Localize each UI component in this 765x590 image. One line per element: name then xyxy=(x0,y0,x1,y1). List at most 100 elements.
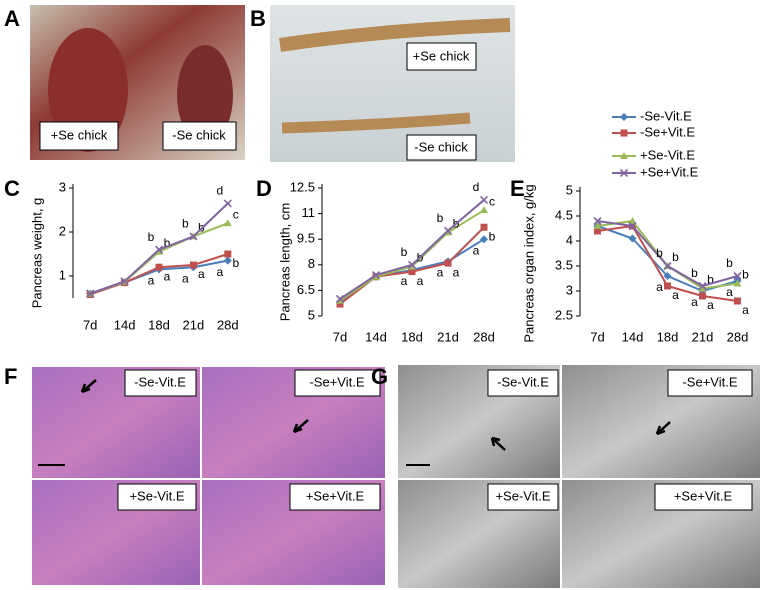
image-label: +Se-Vit.E xyxy=(495,488,550,503)
marker xyxy=(663,261,672,271)
significance-letter: b xyxy=(437,211,444,225)
label-box xyxy=(289,483,381,511)
significance-letter: b xyxy=(742,268,749,282)
y-tick-label: 3 xyxy=(59,179,66,194)
legend-label: -Se+Vit.E xyxy=(640,124,695,139)
marker xyxy=(620,113,628,121)
label-box xyxy=(117,483,197,511)
x-tick-label: 28d xyxy=(217,317,239,332)
y-tick-label: 3 xyxy=(566,282,573,297)
significance-letter: b xyxy=(489,229,496,243)
photo-label: +Se chick xyxy=(413,48,470,63)
y-tick-label: 3.5 xyxy=(555,257,573,272)
label-box xyxy=(654,483,753,511)
y-tick-label: 5 xyxy=(566,182,573,197)
marker xyxy=(664,282,671,290)
significance-letter: a xyxy=(473,243,480,257)
label-box xyxy=(406,134,477,161)
significance-letter: b xyxy=(707,273,714,287)
x-tick-label: 7d xyxy=(83,317,97,332)
y-tick-label: 8 xyxy=(308,256,315,271)
arrow xyxy=(655,421,671,436)
series-line xyxy=(339,209,485,302)
x-tick-label: 21d xyxy=(437,329,459,344)
panel-letter: E xyxy=(510,176,525,201)
marker xyxy=(593,222,602,229)
significance-letter: a xyxy=(726,285,733,299)
marker xyxy=(155,263,163,271)
legend-label: -Se-Vit.E xyxy=(640,108,692,123)
panel-letter: G xyxy=(371,364,388,389)
y-tick-label: 12.5 xyxy=(290,179,315,194)
marker xyxy=(120,277,129,286)
label-box xyxy=(294,369,381,397)
image-label: +Se+Vit.E xyxy=(674,488,733,503)
marker xyxy=(224,250,232,258)
series-line xyxy=(89,222,229,295)
marker xyxy=(223,256,232,265)
y-axis-title: Pancreas length, cm xyxy=(277,203,292,322)
marker xyxy=(620,129,628,137)
image-label: -Se-Vit.E xyxy=(134,374,186,389)
x-tick-label: 14d xyxy=(114,317,136,332)
marker xyxy=(86,289,95,298)
image-label: -Se+Vit.E xyxy=(682,374,737,389)
marker xyxy=(189,232,198,241)
marker xyxy=(699,292,706,300)
x-tick-label: 18d xyxy=(657,329,679,344)
x-tick-label: 18d xyxy=(148,317,170,332)
marker xyxy=(628,234,637,243)
significance-letter: a xyxy=(198,267,205,281)
photo-label: -Se chick xyxy=(172,127,226,142)
significance-letter: b xyxy=(726,256,733,270)
x-tick-label: 28d xyxy=(727,329,749,344)
y-tick-label: 11 xyxy=(302,205,316,220)
marker xyxy=(154,245,164,254)
marker xyxy=(335,294,345,303)
significance-letter: a xyxy=(401,274,408,288)
organ xyxy=(281,112,471,134)
label-box xyxy=(406,42,477,71)
image-label: +Se+Vit.E xyxy=(306,488,365,503)
marker xyxy=(698,281,707,291)
y-tick-label: 2.5 xyxy=(555,307,573,322)
significance-letter: a xyxy=(417,274,424,288)
marker xyxy=(663,272,672,280)
label-box xyxy=(39,121,119,151)
label-box xyxy=(487,483,559,511)
marker xyxy=(443,226,453,235)
significance-letter: a xyxy=(437,266,444,280)
x-tick-label: 14d xyxy=(622,329,644,344)
label-box xyxy=(667,369,753,397)
significance-letter: b xyxy=(182,217,189,231)
label-box xyxy=(162,121,237,151)
x-tick-label: 7d xyxy=(590,329,604,344)
marker xyxy=(336,300,344,308)
y-tick-label: 4 xyxy=(566,232,573,247)
y-tick-label: 2 xyxy=(59,223,66,238)
x-tick-label: 21d xyxy=(692,329,714,344)
y-tick-label: 6.5 xyxy=(297,282,315,297)
significance-letter: b xyxy=(656,246,663,260)
x-tick-label: 21d xyxy=(183,317,205,332)
y-tick-label: 9.5 xyxy=(297,231,315,246)
y-tick-label: 4.5 xyxy=(555,207,573,222)
significance-letter: c xyxy=(489,194,495,208)
significance-letter: a xyxy=(707,298,714,312)
panel-letter: C xyxy=(4,176,20,201)
marker xyxy=(734,297,741,305)
organ xyxy=(278,18,511,52)
legend-label: +Se+Vit.E xyxy=(640,164,699,179)
marker xyxy=(223,199,232,208)
marker xyxy=(593,216,602,226)
label-box xyxy=(124,369,197,397)
x-tick-label: 14d xyxy=(365,329,387,344)
y-axis-title: Pancreas weight, g xyxy=(29,198,44,309)
marker xyxy=(480,223,488,231)
x-tick-label: 28d xyxy=(473,329,495,344)
y-axis-title: Pancreas organ index, g/kg xyxy=(521,184,536,342)
marker xyxy=(155,247,163,255)
marker xyxy=(407,260,417,269)
x-tick-label: 7d xyxy=(333,329,347,344)
